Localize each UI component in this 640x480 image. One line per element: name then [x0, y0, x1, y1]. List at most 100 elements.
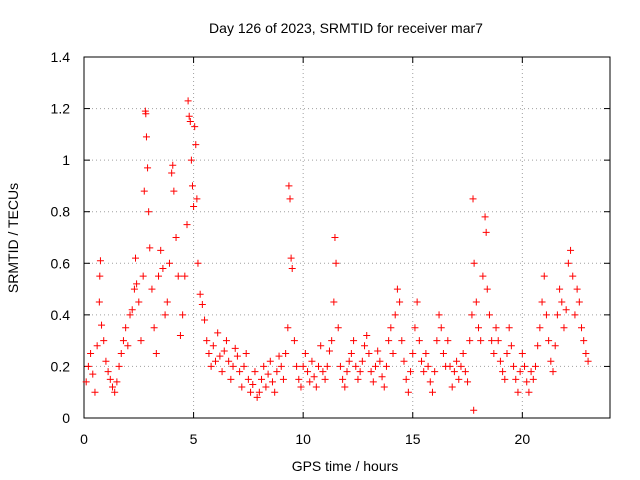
- data-point: [393, 285, 401, 293]
- data-point: [258, 375, 266, 383]
- data-point: [306, 378, 314, 386]
- data-point: [260, 362, 268, 370]
- data-point: [562, 306, 570, 314]
- data-point: [382, 362, 390, 370]
- data-point: [518, 350, 526, 358]
- data-point: [231, 344, 239, 352]
- data-point: [400, 357, 408, 365]
- data-point: [190, 203, 198, 211]
- data-point: [242, 350, 250, 358]
- data-point: [264, 370, 272, 378]
- data-point: [328, 337, 336, 345]
- data-point: [415, 337, 423, 345]
- data-point: [529, 375, 537, 383]
- data-point: [365, 350, 373, 358]
- data-point: [222, 337, 230, 345]
- data-point: [457, 362, 465, 370]
- data-point: [350, 337, 358, 345]
- data-point: [345, 357, 353, 365]
- data-point: [488, 337, 496, 345]
- data-point: [187, 156, 195, 164]
- data-point: [301, 350, 309, 358]
- data-point: [108, 383, 116, 391]
- y-tick-label: 1: [62, 152, 70, 168]
- data-point: [277, 362, 285, 370]
- data-point: [165, 259, 173, 267]
- data-point: [126, 311, 134, 319]
- data-point: [172, 234, 180, 241]
- data-point: [472, 298, 480, 306]
- data-point: [512, 375, 520, 383]
- x-tick-label: 15: [405, 431, 421, 447]
- data-point: [367, 368, 375, 376]
- data-point: [564, 259, 572, 267]
- y-tick-label: 0.8: [51, 204, 71, 220]
- data-point: [556, 285, 564, 293]
- data-point: [142, 110, 150, 118]
- data-point: [560, 324, 568, 332]
- data-point: [196, 290, 204, 298]
- data-point: [218, 368, 226, 376]
- data-point: [371, 362, 379, 370]
- data-point: [516, 368, 524, 376]
- data-point: [150, 324, 158, 332]
- data-point: [575, 298, 583, 306]
- data-point: [339, 375, 347, 383]
- data-point: [347, 350, 355, 358]
- data-point: [137, 337, 145, 345]
- data-point: [477, 337, 485, 345]
- data-point: [538, 298, 546, 306]
- data-point: [279, 375, 287, 383]
- data-point: [492, 324, 500, 332]
- data-point: [542, 311, 550, 319]
- data-point: [271, 388, 279, 396]
- data-point: [184, 97, 192, 105]
- data-point: [547, 357, 555, 365]
- data-point: [144, 164, 152, 172]
- data-point: [584, 357, 592, 365]
- data-point: [437, 324, 445, 332]
- x-tick-label: 10: [295, 431, 311, 447]
- data-point: [122, 324, 130, 332]
- data-point: [115, 362, 123, 370]
- data-point: [227, 375, 235, 383]
- data-point: [510, 362, 518, 370]
- data-point: [249, 380, 257, 388]
- data-point: [545, 337, 553, 345]
- data-point: [225, 357, 233, 365]
- data-point: [185, 112, 193, 120]
- data-point: [479, 272, 487, 280]
- data-point: [411, 324, 419, 332]
- data-point: [194, 259, 202, 267]
- data-point: [527, 368, 535, 376]
- data-point: [523, 378, 531, 386]
- x-axis-label: GPS time / hours: [292, 458, 399, 474]
- data-point: [113, 378, 121, 386]
- data-point: [148, 285, 156, 293]
- data-point: [507, 342, 515, 350]
- data-point: [582, 350, 590, 358]
- x-tick-label: 0: [80, 431, 88, 447]
- data-point: [494, 337, 502, 345]
- data-point: [93, 342, 101, 350]
- data-point: [157, 246, 165, 254]
- data-point: [551, 342, 559, 350]
- data-point: [501, 375, 509, 383]
- data-point: [229, 362, 237, 370]
- data-point: [482, 228, 490, 236]
- data-point: [130, 285, 138, 293]
- data-point: [212, 357, 219, 365]
- data-point: [179, 311, 187, 319]
- points-layer: [82, 97, 592, 414]
- data-point: [319, 368, 327, 376]
- data-point: [284, 324, 292, 332]
- data-point: [369, 378, 377, 386]
- data-point: [95, 298, 103, 306]
- data-point: [387, 324, 395, 332]
- y-tick-label: 1.4: [51, 49, 71, 65]
- data-point: [214, 329, 222, 337]
- data-point: [96, 257, 104, 265]
- data-point: [290, 337, 298, 345]
- data-point: [499, 368, 507, 376]
- data-point: [330, 298, 338, 306]
